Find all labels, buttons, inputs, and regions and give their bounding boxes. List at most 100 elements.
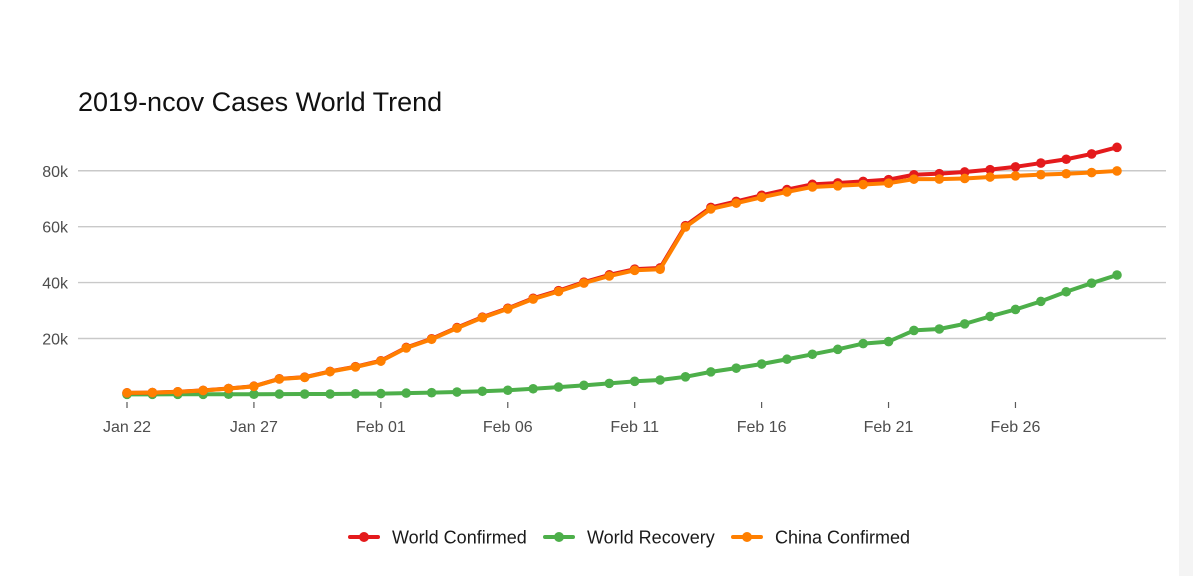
series-line-china-confirmed <box>125 168 1119 395</box>
data-point-world-recovery <box>680 372 691 382</box>
data-point-world-recovery <box>706 367 716 377</box>
data-point-china-confirmed <box>350 362 361 372</box>
data-point-china-confirmed <box>579 278 589 288</box>
data-point-world-recovery <box>350 388 361 399</box>
data-point-world-recovery <box>325 389 335 399</box>
data-point-world-recovery <box>782 354 792 365</box>
data-point-world-recovery <box>1010 304 1021 315</box>
legend-key-point-world-recovery <box>554 532 564 542</box>
series-china-confirmed <box>122 166 1122 398</box>
data-point-world-recovery <box>832 344 843 355</box>
data-point-world-recovery <box>807 349 818 360</box>
series-lines <box>122 142 1122 400</box>
x-axis: Jan 22 Jan 27 Feb 01 Feb 06 Feb 11 Feb 16 Feb … <box>103 402 1040 436</box>
data-point-china-confirmed <box>680 222 691 232</box>
data-point-world-recovery <box>1061 286 1072 297</box>
data-point-china-confirmed <box>1036 169 1046 180</box>
data-point-world-recovery <box>426 387 437 398</box>
data-point-china-confirmed <box>756 192 767 203</box>
legend-key-point-china-confirmed <box>742 532 752 542</box>
x-tick-label-feb-11: Feb 11 <box>610 419 659 436</box>
data-point-world-recovery <box>756 359 767 369</box>
data-point-china-confirmed <box>959 173 970 184</box>
data-point-china-confirmed <box>832 181 843 191</box>
data-point-china-confirmed <box>883 178 894 188</box>
x-tick-label-feb-21: Feb 21 <box>864 419 914 436</box>
data-point-world-confirmed <box>985 164 995 175</box>
data-point-china-confirmed <box>122 388 132 398</box>
legend-item-china-confirmed: China Confirmed <box>731 528 910 548</box>
data-point-china-confirmed <box>376 356 386 366</box>
x-tick-label-jan-22: Jan 22 <box>103 419 151 436</box>
data-point-china-confirmed <box>172 387 183 397</box>
data-point-china-confirmed <box>985 172 995 182</box>
legend-item-world-confirmed: World Confirmed <box>348 528 527 548</box>
data-point-china-confirmed <box>655 264 665 275</box>
data-point-china-confirmed <box>782 187 792 197</box>
data-point-world-recovery <box>934 324 945 334</box>
data-point-china-confirmed <box>477 312 488 323</box>
data-point-china-confirmed <box>198 385 208 396</box>
data-point-world-confirmed <box>1010 162 1021 172</box>
data-point-china-confirmed <box>807 182 818 192</box>
data-point-china-confirmed <box>299 372 310 383</box>
data-point-china-confirmed <box>706 204 716 214</box>
data-point-world-recovery <box>883 336 894 347</box>
data-point-world-confirmed <box>1061 154 1072 165</box>
legend-label-world-confirmed: World Confirmed <box>392 528 527 548</box>
x-tick-label-feb-26: Feb 26 <box>991 419 1041 436</box>
data-point-china-confirmed <box>426 334 437 345</box>
data-point-world-recovery <box>1112 270 1122 280</box>
edge-strip <box>1179 0 1193 576</box>
data-point-world-confirmed <box>1036 158 1046 168</box>
data-point-china-confirmed <box>1010 171 1021 181</box>
data-point-world-recovery <box>959 319 970 329</box>
x-tick-label-feb-16: Feb 16 <box>737 419 787 436</box>
data-point-china-confirmed <box>604 271 615 281</box>
data-point-world-recovery <box>1036 296 1046 307</box>
y-tick-label-40k: 40k <box>42 276 69 293</box>
data-point-world-recovery <box>376 388 386 399</box>
data-point-world-confirmed <box>1086 149 1097 159</box>
series-world-confirmed <box>122 142 1122 398</box>
data-point-world-recovery <box>299 389 310 399</box>
y-tick-label-20k: 20k <box>42 331 69 348</box>
data-point-world-recovery <box>858 338 868 349</box>
data-point-china-confirmed <box>934 174 945 184</box>
data-point-china-confirmed <box>909 174 919 184</box>
data-point-world-recovery <box>909 325 919 336</box>
data-point-china-confirmed <box>249 381 259 392</box>
data-point-world-recovery <box>985 311 995 322</box>
x-tick-label-feb-01: Feb 01 <box>356 419 406 436</box>
series-line-world-recovery <box>125 272 1119 397</box>
legend-key-point-world-confirmed <box>359 532 369 542</box>
data-point-world-recovery <box>502 385 513 396</box>
data-point-china-confirmed <box>147 387 158 398</box>
data-point-china-confirmed <box>858 179 868 190</box>
data-point-world-recovery <box>249 389 259 400</box>
y-tick-label-60k: 60k <box>42 220 69 237</box>
data-point-china-confirmed <box>1112 166 1122 176</box>
y-axis-labels: 20k 40k 60k 80k <box>42 164 69 349</box>
legend-item-world-recovery: World Recovery <box>543 528 715 548</box>
data-point-china-confirmed <box>325 366 335 377</box>
data-point-world-recovery <box>528 383 538 394</box>
data-point-china-confirmed <box>528 294 538 304</box>
data-point-china-confirmed <box>1086 167 1097 178</box>
data-point-world-recovery <box>629 376 640 387</box>
data-point-world-recovery <box>731 363 742 373</box>
data-point-china-confirmed <box>452 323 462 333</box>
y-tick-label-80k: 80k <box>42 164 69 181</box>
legend: World Confirmed World Recovery China Confi… <box>348 528 910 548</box>
data-point-world-recovery <box>553 382 564 392</box>
data-point-china-confirmed <box>731 198 742 208</box>
data-point-china-confirmed <box>401 343 412 353</box>
x-tick-label-jan-27: Jan 27 <box>230 419 278 436</box>
chart-title: 2019-ncov Cases World Trend <box>78 87 442 117</box>
data-point-china-confirmed <box>629 265 640 276</box>
data-point-china-confirmed <box>1061 168 1072 179</box>
legend-label-world-recovery: World Recovery <box>587 528 715 548</box>
data-point-china-confirmed <box>223 383 234 394</box>
